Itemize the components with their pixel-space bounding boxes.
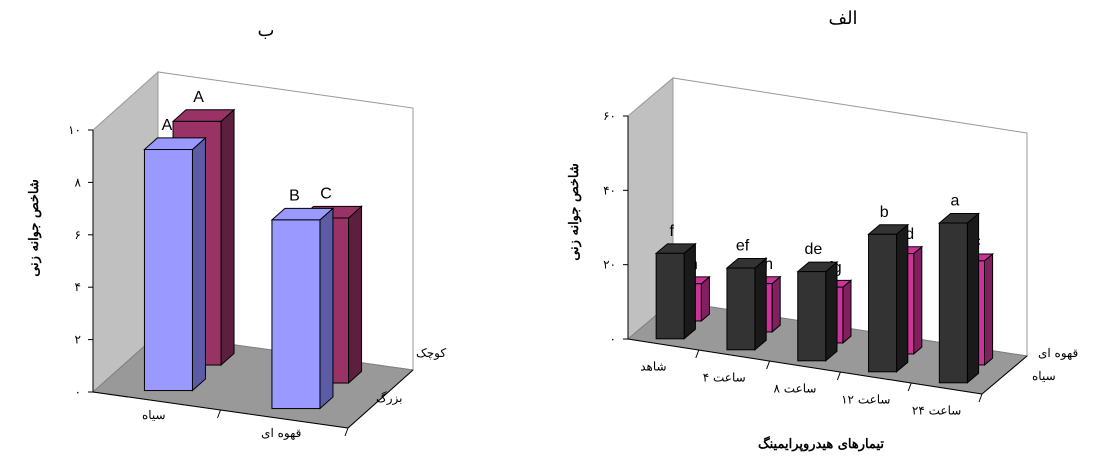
bar-front	[271, 219, 321, 410]
bar-side	[913, 245, 923, 356]
y-tick-label: ۰	[610, 332, 616, 346]
x-tick	[344, 427, 349, 437]
bar-side	[319, 207, 334, 410]
x-tick	[217, 409, 221, 419]
bar-side	[825, 261, 838, 362]
data-label: A	[162, 117, 173, 134]
series-label: سیاه	[1032, 369, 1056, 383]
bar-side	[683, 242, 696, 340]
bar-side	[984, 252, 994, 367]
y-tick-label: ۶۰	[603, 109, 616, 123]
bar-front	[797, 271, 827, 362]
chart-b: ۰ ۲ ۴ ۶ ۸ ۱۰ A C A B سیاه قهوه ای بزرگ کوچک ب شاخص جوان…	[27, 20, 446, 440]
bar-side	[966, 212, 980, 384]
data-label: f	[670, 223, 675, 240]
bar-front	[143, 149, 193, 392]
category-label: ۲۴ ساعت	[912, 404, 961, 418]
data-label: b	[880, 204, 889, 221]
category-label: سیاه	[142, 408, 166, 422]
data-label: de	[804, 241, 822, 258]
chart-title: ب	[258, 20, 275, 41]
x-tick	[695, 349, 700, 359]
series-label: قهوه ای	[1038, 346, 1078, 360]
category-label: شاهد	[640, 360, 666, 374]
y-tick-label: ۲۰	[603, 258, 616, 272]
bar	[143, 136, 207, 392]
bar	[725, 257, 768, 351]
data-label: B	[289, 187, 300, 204]
bar	[867, 223, 910, 373]
x-axis-line	[627, 338, 983, 395]
bar	[796, 261, 839, 362]
x-axis-label: تیمارهای هیدروپرایمینگ	[758, 435, 884, 452]
y-tick-label: ۸	[75, 175, 82, 189]
y-tick-label: ۴	[75, 280, 81, 294]
bar-side	[754, 257, 767, 351]
x-tick	[766, 360, 771, 370]
x-tick	[978, 393, 983, 403]
category-label: ۴ ساعت	[703, 371, 746, 385]
series-label: کوچک	[416, 346, 446, 360]
bar-side	[220, 108, 235, 367]
category-label: ۸ ساعت	[774, 382, 817, 396]
bar-front	[726, 267, 756, 351]
x-tick	[907, 382, 912, 392]
bar-side	[771, 275, 781, 334]
y-tick-label: ۲	[75, 333, 81, 347]
y-axis-label: شاخص جوانه زنی	[567, 163, 582, 261]
bar-side	[842, 279, 852, 345]
bar-side	[700, 275, 710, 323]
depth-axis-line	[981, 355, 1028, 395]
bar-side	[896, 223, 909, 373]
bar	[654, 242, 697, 340]
bar-front	[655, 252, 685, 340]
bar-front	[938, 222, 968, 384]
data-label: ef	[736, 238, 750, 255]
bar	[937, 212, 980, 384]
y-axis-label: شاخص جوانه زنی	[27, 179, 42, 277]
category-label: قهوه ای	[261, 426, 301, 440]
bar-side	[348, 205, 363, 385]
x-tick	[836, 371, 841, 381]
y-tick-label: ۱۰	[68, 123, 81, 137]
y-tick-label: ۰	[75, 385, 81, 399]
depth-axis-line	[347, 369, 414, 429]
chart-title: الف	[828, 8, 857, 29]
y-tick-label: ۴۰	[603, 183, 616, 197]
series-label: بزرگ	[376, 391, 403, 405]
y-tick-label: ۶	[75, 228, 81, 242]
category-label: ۱۲ ساعت	[841, 393, 890, 407]
data-label: C	[320, 185, 332, 202]
bar-front	[868, 233, 898, 373]
data-label: a	[951, 192, 960, 209]
bar-side	[191, 136, 206, 392]
bar	[270, 207, 335, 410]
data-label: A	[193, 89, 204, 106]
